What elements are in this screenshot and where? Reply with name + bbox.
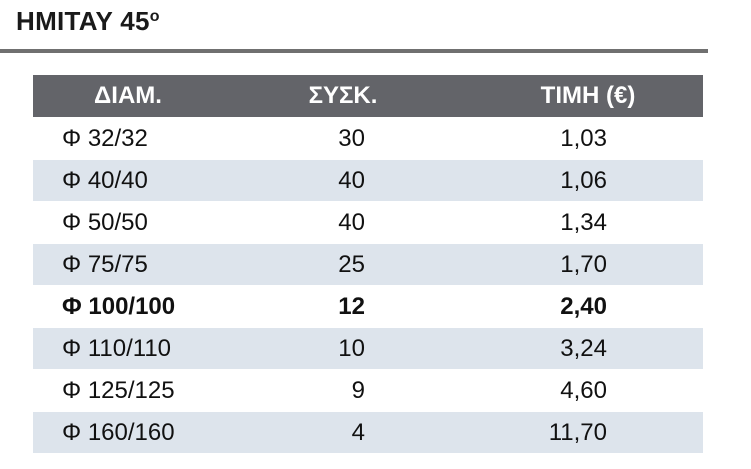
header-price: ΤΙΜΗ (€) bbox=[443, 75, 703, 118]
cell-package: 40 bbox=[253, 201, 443, 244]
cell-package: 40 bbox=[253, 159, 443, 202]
table-row: Φ 40/40 40 1,06 bbox=[33, 159, 703, 202]
table-row: Φ 100/100 12 2,40 bbox=[33, 285, 703, 328]
cell-package: 4 bbox=[253, 411, 443, 453]
header-diameter: ΔΙΑΜ. bbox=[33, 75, 253, 118]
cell-price: 3,24 bbox=[443, 327, 703, 370]
cell-diameter: Φ 40/40 bbox=[33, 159, 253, 202]
table-header: ΔΙΑΜ. ΣΥΣΚ. ΤΙΜΗ (€) bbox=[33, 75, 703, 118]
header-package: ΣΥΣΚ. bbox=[253, 75, 443, 118]
title-divider bbox=[0, 49, 708, 53]
table-row: Φ 125/125 9 4,60 bbox=[33, 369, 703, 412]
cell-diameter: Φ 50/50 bbox=[33, 201, 253, 244]
cell-diameter: Φ 100/100 bbox=[33, 285, 253, 328]
table-row: Φ 160/160 4 11,70 bbox=[33, 411, 703, 453]
cell-price: 1,34 bbox=[443, 201, 703, 244]
cell-price: 1,03 bbox=[443, 117, 703, 160]
cell-price: 1,70 bbox=[443, 243, 703, 286]
cell-price: 1,06 bbox=[443, 159, 703, 202]
table-row: Φ 110/110 10 3,24 bbox=[33, 327, 703, 370]
cell-package: 10 bbox=[253, 327, 443, 370]
cell-package: 9 bbox=[253, 369, 443, 412]
product-title-text: HMITAY 45 bbox=[16, 6, 150, 36]
header-row: ΔΙΑΜ. ΣΥΣΚ. ΤΙΜΗ (€) bbox=[33, 75, 703, 118]
cell-diameter: Φ 75/75 bbox=[33, 243, 253, 286]
cell-package: 25 bbox=[253, 243, 443, 286]
cell-price: 4,60 bbox=[443, 369, 703, 412]
table-row: Φ 32/32 30 1,03 bbox=[33, 117, 703, 160]
cell-price: 2,40 bbox=[443, 285, 703, 328]
cell-diameter: Φ 110/110 bbox=[33, 327, 253, 370]
product-title: HMITAY 45o bbox=[16, 6, 160, 37]
table-row: Φ 75/75 25 1,70 bbox=[33, 243, 703, 286]
cell-price: 11,70 bbox=[443, 411, 703, 453]
table-row: Φ 50/50 40 1,34 bbox=[33, 201, 703, 244]
degree-sign: o bbox=[149, 8, 160, 25]
cell-package: 30 bbox=[253, 117, 443, 160]
price-table: ΔΙΑΜ. ΣΥΣΚ. ΤΙΜΗ (€) Φ 32/32 30 1,03 Φ 4… bbox=[33, 75, 703, 453]
cell-diameter: Φ 125/125 bbox=[33, 369, 253, 412]
cell-diameter: Φ 32/32 bbox=[33, 117, 253, 160]
cell-diameter: Φ 160/160 bbox=[33, 411, 253, 453]
table-body: Φ 32/32 30 1,03 Φ 40/40 40 1,06 Φ 50/50 … bbox=[33, 117, 703, 453]
cell-package: 12 bbox=[253, 285, 443, 328]
